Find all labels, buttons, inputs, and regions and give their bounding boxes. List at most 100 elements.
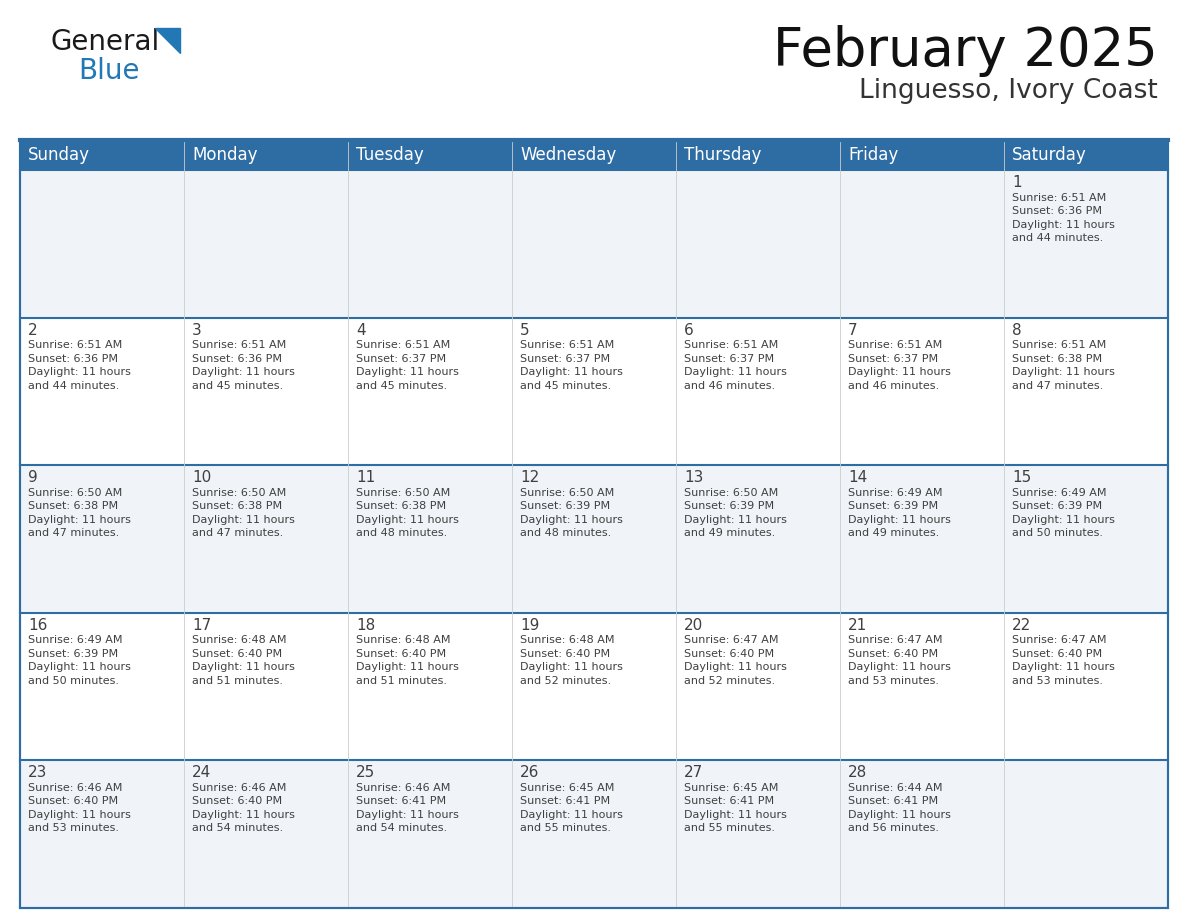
- Bar: [1004, 318, 1168, 465]
- Text: Daylight: 11 hours: Daylight: 11 hours: [356, 515, 459, 525]
- Text: Sunrise: 6:48 AM: Sunrise: 6:48 AM: [192, 635, 286, 645]
- Text: Sunrise: 6:50 AM: Sunrise: 6:50 AM: [192, 487, 286, 498]
- Text: Daylight: 11 hours: Daylight: 11 hours: [520, 367, 623, 377]
- Text: and 46 minutes.: and 46 minutes.: [684, 381, 775, 391]
- Text: and 47 minutes.: and 47 minutes.: [1012, 381, 1104, 391]
- Text: Daylight: 11 hours: Daylight: 11 hours: [848, 663, 950, 672]
- Text: Sunset: 6:36 PM: Sunset: 6:36 PM: [192, 353, 282, 364]
- Text: 18: 18: [356, 618, 375, 633]
- Bar: [20, 613, 184, 760]
- Text: Daylight: 11 hours: Daylight: 11 hours: [192, 515, 295, 525]
- Text: Daylight: 11 hours: Daylight: 11 hours: [684, 515, 786, 525]
- Text: 7: 7: [848, 322, 858, 338]
- Text: and 44 minutes.: and 44 minutes.: [29, 381, 119, 391]
- Text: Daylight: 11 hours: Daylight: 11 hours: [29, 515, 131, 525]
- Text: Daylight: 11 hours: Daylight: 11 hours: [520, 810, 623, 820]
- Text: and 52 minutes.: and 52 minutes.: [684, 676, 775, 686]
- Text: Daylight: 11 hours: Daylight: 11 hours: [684, 810, 786, 820]
- Text: Sunset: 6:40 PM: Sunset: 6:40 PM: [192, 649, 282, 659]
- Text: Sunset: 6:39 PM: Sunset: 6:39 PM: [29, 649, 118, 659]
- Text: February 2025: February 2025: [773, 25, 1158, 77]
- Text: and 52 minutes.: and 52 minutes.: [520, 676, 611, 686]
- Bar: [184, 170, 348, 318]
- Text: 24: 24: [192, 766, 211, 780]
- Bar: [20, 140, 1168, 170]
- Text: Daylight: 11 hours: Daylight: 11 hours: [1012, 367, 1114, 377]
- Text: and 54 minutes.: and 54 minutes.: [356, 823, 447, 834]
- Bar: [512, 465, 676, 613]
- Text: 15: 15: [1012, 470, 1031, 486]
- Text: Sunrise: 6:48 AM: Sunrise: 6:48 AM: [356, 635, 450, 645]
- Text: Sunset: 6:41 PM: Sunset: 6:41 PM: [356, 797, 447, 806]
- Text: Sunset: 6:39 PM: Sunset: 6:39 PM: [684, 501, 775, 511]
- Text: 4: 4: [356, 322, 366, 338]
- Text: Daylight: 11 hours: Daylight: 11 hours: [29, 663, 131, 672]
- Text: Sunset: 6:40 PM: Sunset: 6:40 PM: [520, 649, 611, 659]
- Text: Sunset: 6:40 PM: Sunset: 6:40 PM: [684, 649, 775, 659]
- Bar: [20, 760, 184, 908]
- Bar: [512, 170, 676, 318]
- Text: Sunset: 6:41 PM: Sunset: 6:41 PM: [520, 797, 611, 806]
- Text: and 50 minutes.: and 50 minutes.: [1012, 528, 1102, 538]
- Text: Daylight: 11 hours: Daylight: 11 hours: [356, 663, 459, 672]
- Bar: [184, 760, 348, 908]
- Text: Sunset: 6:37 PM: Sunset: 6:37 PM: [684, 353, 775, 364]
- Bar: [348, 170, 512, 318]
- Text: Daylight: 11 hours: Daylight: 11 hours: [1012, 515, 1114, 525]
- Text: Daylight: 11 hours: Daylight: 11 hours: [848, 810, 950, 820]
- Text: and 51 minutes.: and 51 minutes.: [356, 676, 447, 686]
- Text: and 46 minutes.: and 46 minutes.: [848, 381, 940, 391]
- Text: Sunrise: 6:51 AM: Sunrise: 6:51 AM: [684, 341, 778, 350]
- Text: 27: 27: [684, 766, 703, 780]
- Text: Sunset: 6:39 PM: Sunset: 6:39 PM: [848, 501, 939, 511]
- Text: Daylight: 11 hours: Daylight: 11 hours: [356, 810, 459, 820]
- Text: Sunrise: 6:44 AM: Sunrise: 6:44 AM: [848, 783, 942, 793]
- Text: Sunset: 6:37 PM: Sunset: 6:37 PM: [848, 353, 939, 364]
- Bar: [512, 613, 676, 760]
- Bar: [184, 613, 348, 760]
- Text: and 51 minutes.: and 51 minutes.: [192, 676, 283, 686]
- Text: and 53 minutes.: and 53 minutes.: [29, 823, 119, 834]
- Bar: [348, 465, 512, 613]
- Text: Linguesso, Ivory Coast: Linguesso, Ivory Coast: [859, 78, 1158, 104]
- Text: 10: 10: [192, 470, 211, 486]
- Text: Sunrise: 6:49 AM: Sunrise: 6:49 AM: [1012, 487, 1106, 498]
- Text: Sunrise: 6:51 AM: Sunrise: 6:51 AM: [1012, 193, 1106, 203]
- Bar: [184, 318, 348, 465]
- Text: 23: 23: [29, 766, 48, 780]
- Bar: [1004, 613, 1168, 760]
- Bar: [1004, 760, 1168, 908]
- Text: Sunset: 6:40 PM: Sunset: 6:40 PM: [1012, 649, 1102, 659]
- Text: and 44 minutes.: and 44 minutes.: [1012, 233, 1104, 243]
- Text: Sunrise: 6:48 AM: Sunrise: 6:48 AM: [520, 635, 614, 645]
- Text: Sunrise: 6:45 AM: Sunrise: 6:45 AM: [684, 783, 778, 793]
- Text: Daylight: 11 hours: Daylight: 11 hours: [192, 810, 295, 820]
- Text: Monday: Monday: [192, 146, 258, 164]
- Text: and 45 minutes.: and 45 minutes.: [356, 381, 447, 391]
- Text: Daylight: 11 hours: Daylight: 11 hours: [29, 810, 131, 820]
- Bar: [512, 318, 676, 465]
- Text: General: General: [50, 28, 159, 56]
- Text: 20: 20: [684, 618, 703, 633]
- Text: 13: 13: [684, 470, 703, 486]
- Text: Sunrise: 6:50 AM: Sunrise: 6:50 AM: [684, 487, 778, 498]
- Text: Sunset: 6:40 PM: Sunset: 6:40 PM: [29, 797, 118, 806]
- Text: Sunrise: 6:47 AM: Sunrise: 6:47 AM: [684, 635, 778, 645]
- Bar: [676, 760, 840, 908]
- Text: Sunrise: 6:46 AM: Sunrise: 6:46 AM: [356, 783, 450, 793]
- Text: and 53 minutes.: and 53 minutes.: [848, 676, 939, 686]
- Text: and 54 minutes.: and 54 minutes.: [192, 823, 283, 834]
- Text: and 48 minutes.: and 48 minutes.: [520, 528, 612, 538]
- Text: Daylight: 11 hours: Daylight: 11 hours: [1012, 663, 1114, 672]
- Bar: [676, 170, 840, 318]
- Text: Sunrise: 6:45 AM: Sunrise: 6:45 AM: [520, 783, 614, 793]
- Text: Sunset: 6:40 PM: Sunset: 6:40 PM: [848, 649, 939, 659]
- Text: Daylight: 11 hours: Daylight: 11 hours: [520, 663, 623, 672]
- Text: Sunrise: 6:49 AM: Sunrise: 6:49 AM: [848, 487, 942, 498]
- Bar: [840, 465, 1004, 613]
- Text: Daylight: 11 hours: Daylight: 11 hours: [192, 663, 295, 672]
- Text: 6: 6: [684, 322, 694, 338]
- Text: Sunset: 6:36 PM: Sunset: 6:36 PM: [1012, 206, 1102, 216]
- Text: and 49 minutes.: and 49 minutes.: [848, 528, 940, 538]
- Text: Saturday: Saturday: [1012, 146, 1087, 164]
